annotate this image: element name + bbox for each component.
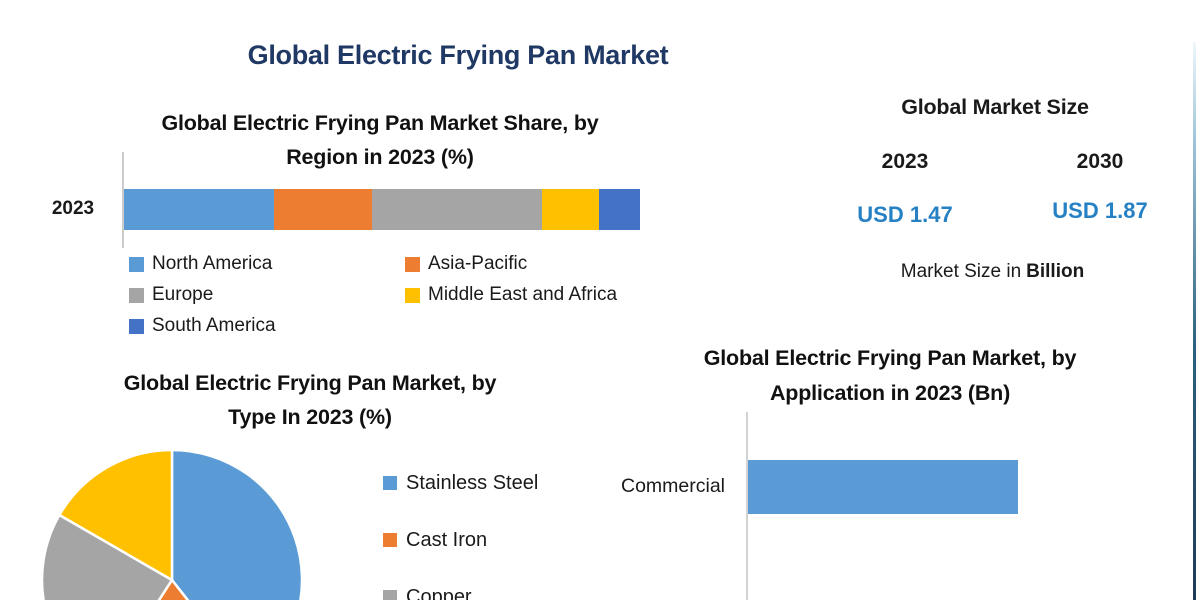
application-chart-title-line2: Application in 2023 (Bn)	[769, 381, 1011, 405]
legend-swatch-europe	[129, 287, 144, 303]
legend-label: Middle East and Africa	[428, 284, 618, 305]
right-edge-border-line	[1193, 42, 1196, 600]
region-chart-title-line1: Global Electric Frying Pan Market Share,…	[161, 111, 599, 135]
pie-slice-cast-iron	[157, 578, 190, 600]
pie-slice-copper	[40, 513, 174, 600]
market-size-value-2023: USD 1.47	[857, 202, 953, 227]
page-title: Global Electric Frying Pan Market	[247, 40, 669, 70]
pie-slice-unlabeled	[58, 448, 174, 582]
application-category-label: Commercial	[620, 475, 725, 497]
market-size-caption-text: Market Size in	[900, 261, 1022, 282]
type-chart-title-line1: Global Electric Frying Pan Market, by	[123, 371, 497, 395]
legend-swatch-copper	[383, 590, 397, 600]
legend-swatch-north-america	[129, 256, 144, 272]
legend-label: Asia-Pacific	[428, 253, 528, 274]
application-chart-title-line1: Global Electric Frying Pan Market, by	[703, 346, 1077, 370]
region-chart-category-label: 2023	[51, 198, 95, 219]
legend-item-north-america: North America	[129, 253, 405, 275]
region-chart-title: Global Electric Frying Pan Market Share,…	[60, 106, 700, 174]
bar-segment-europe	[371, 189, 542, 230]
region-stacked-bar	[124, 189, 640, 230]
commercial-bar	[748, 460, 1018, 514]
legend-item-copper: Copper	[383, 585, 538, 600]
legend-label: North America	[152, 253, 273, 274]
legend-swatch-south-america	[129, 318, 144, 334]
application-chart-title: Global Electric Frying Pan Market, by Ap…	[640, 341, 1140, 411]
market-size-year-2023: 2023	[881, 150, 929, 173]
legend-label: Copper	[406, 586, 472, 600]
legend-item-south-america: South America	[129, 315, 405, 337]
legend-swatch-middle-east-and-africa	[405, 287, 420, 303]
legend-swatch-stainless-steel	[383, 476, 397, 490]
legend-label: South America	[152, 315, 276, 336]
legend-label: Cast Iron	[406, 529, 488, 551]
type-chart-title-line2: Type In 2023 (%)	[228, 405, 392, 429]
legend-swatch-cast-iron	[383, 533, 397, 547]
legend-label: Stainless Steel	[406, 472, 539, 494]
legend-item-cast-iron: Cast Iron	[383, 528, 538, 552]
pie-slice-stainless-steel	[170, 448, 304, 600]
market-size-year-2030: 2030	[1076, 150, 1124, 173]
type-chart-title: Global Electric Frying Pan Market, by Ty…	[35, 366, 585, 434]
legend-swatch-asia-pacific	[405, 256, 420, 272]
market-size-caption: Market Size in Billion	[845, 261, 1140, 283]
bar-segment-south-america	[598, 189, 640, 230]
type-pie	[40, 448, 304, 600]
market-size-title: Global Market Size	[901, 95, 1089, 119]
bar-segment-middle-east-and-africa	[541, 189, 599, 230]
application-chart-axis-line	[746, 412, 748, 600]
region-chart-axis-line	[122, 152, 124, 248]
legend-item-asia-pacific: Asia-Pacific	[405, 253, 654, 275]
legend-item-europe: Europe	[129, 284, 405, 306]
legend-label: Europe	[152, 284, 214, 305]
market-size-value-2030: USD 1.87	[1052, 198, 1148, 223]
legend-item-middle-east-and-africa: Middle East and Africa	[405, 284, 654, 306]
type-chart-legend: Stainless Steel Cast Iron Copper	[383, 471, 538, 600]
legend-item-stainless-steel: Stainless Steel	[383, 471, 538, 495]
region-chart-legend: North America Asia-Pacific Europe Middle Ea…	[129, 253, 654, 337]
market-size-caption-unit: Billion	[1026, 261, 1085, 282]
bar-segment-north-america	[124, 189, 274, 230]
region-chart-title-line2: Region in 2023 (%)	[286, 145, 474, 169]
bar-segment-asia-pacific	[273, 189, 372, 230]
